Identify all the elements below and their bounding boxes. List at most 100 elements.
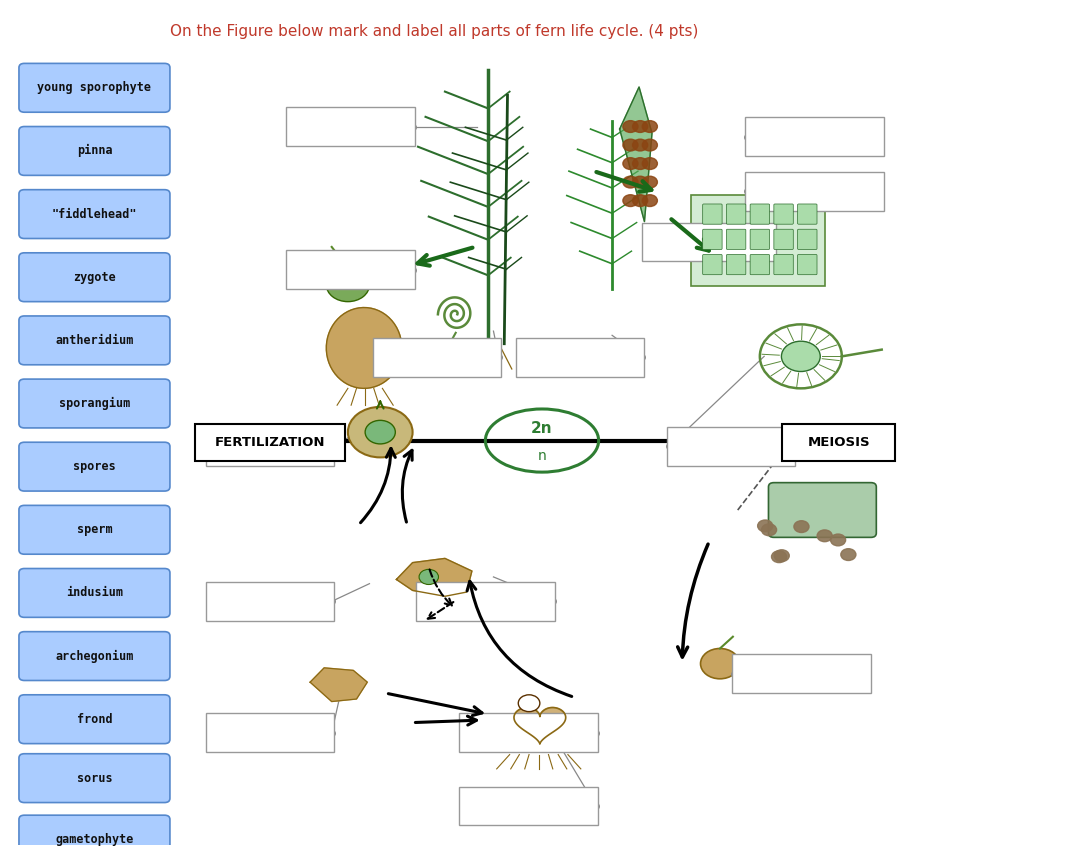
Circle shape <box>623 121 638 133</box>
Text: "fiddlehead": "fiddlehead" <box>52 207 138 221</box>
Text: gametophyte: gametophyte <box>55 833 133 846</box>
Circle shape <box>782 341 821 371</box>
FancyBboxPatch shape <box>195 423 345 461</box>
Circle shape <box>700 649 739 679</box>
FancyBboxPatch shape <box>18 815 170 850</box>
Text: sporangium: sporangium <box>59 397 130 410</box>
FancyBboxPatch shape <box>18 316 170 365</box>
FancyBboxPatch shape <box>798 254 817 275</box>
FancyBboxPatch shape <box>286 250 415 289</box>
Text: archegonium: archegonium <box>55 649 133 663</box>
FancyBboxPatch shape <box>745 172 883 211</box>
FancyBboxPatch shape <box>206 713 334 752</box>
FancyBboxPatch shape <box>459 786 598 825</box>
Circle shape <box>643 158 657 169</box>
Circle shape <box>643 195 657 207</box>
Circle shape <box>518 694 540 711</box>
FancyBboxPatch shape <box>18 379 170 428</box>
FancyBboxPatch shape <box>18 252 170 302</box>
FancyBboxPatch shape <box>18 632 170 681</box>
Circle shape <box>643 176 657 188</box>
Circle shape <box>772 551 787 563</box>
Polygon shape <box>397 558 472 597</box>
FancyBboxPatch shape <box>774 254 793 275</box>
Circle shape <box>348 407 413 457</box>
FancyBboxPatch shape <box>726 230 746 249</box>
FancyBboxPatch shape <box>750 254 770 275</box>
FancyBboxPatch shape <box>726 254 746 275</box>
FancyBboxPatch shape <box>516 337 645 377</box>
Polygon shape <box>514 707 566 744</box>
Circle shape <box>420 570 438 585</box>
FancyBboxPatch shape <box>416 582 555 620</box>
FancyBboxPatch shape <box>667 427 796 466</box>
Text: spores: spores <box>73 460 116 473</box>
Text: n: n <box>538 449 546 462</box>
Circle shape <box>830 534 846 546</box>
Circle shape <box>774 550 789 562</box>
FancyBboxPatch shape <box>702 204 722 224</box>
Polygon shape <box>620 87 651 222</box>
Circle shape <box>623 176 638 188</box>
Text: antheridium: antheridium <box>55 334 133 347</box>
Circle shape <box>326 268 370 302</box>
Circle shape <box>623 158 638 169</box>
FancyBboxPatch shape <box>769 483 876 537</box>
Polygon shape <box>326 308 402 388</box>
Circle shape <box>633 176 647 188</box>
Text: pinna: pinna <box>77 144 113 157</box>
FancyBboxPatch shape <box>750 230 770 249</box>
Polygon shape <box>310 668 367 701</box>
Circle shape <box>643 139 657 151</box>
Text: On the Figure below mark and label all parts of fern life cycle. (4 pts): On the Figure below mark and label all p… <box>170 24 698 39</box>
Text: sorus: sorus <box>77 772 113 785</box>
FancyBboxPatch shape <box>18 442 170 491</box>
FancyBboxPatch shape <box>18 506 170 554</box>
Circle shape <box>793 521 809 532</box>
FancyBboxPatch shape <box>732 654 870 693</box>
Circle shape <box>758 520 773 532</box>
Text: MEIOSIS: MEIOSIS <box>808 436 869 449</box>
FancyBboxPatch shape <box>702 254 722 275</box>
Text: sperm: sperm <box>77 524 113 536</box>
FancyBboxPatch shape <box>206 582 334 620</box>
FancyBboxPatch shape <box>750 204 770 224</box>
FancyBboxPatch shape <box>745 117 883 156</box>
FancyBboxPatch shape <box>774 204 793 224</box>
Circle shape <box>623 195 638 207</box>
FancyBboxPatch shape <box>691 195 825 286</box>
Text: indusium: indusium <box>66 586 122 599</box>
FancyBboxPatch shape <box>18 754 170 802</box>
Circle shape <box>841 549 856 560</box>
Circle shape <box>633 195 647 207</box>
Circle shape <box>623 139 638 151</box>
FancyBboxPatch shape <box>726 204 746 224</box>
FancyBboxPatch shape <box>18 127 170 175</box>
Text: 2n: 2n <box>531 422 553 436</box>
Circle shape <box>761 524 776 536</box>
Text: FERTILIZATION: FERTILIZATION <box>215 436 325 449</box>
FancyBboxPatch shape <box>798 230 817 249</box>
FancyBboxPatch shape <box>373 337 501 377</box>
Circle shape <box>633 139 647 151</box>
FancyBboxPatch shape <box>286 107 415 146</box>
FancyBboxPatch shape <box>702 230 722 249</box>
FancyBboxPatch shape <box>18 190 170 239</box>
Circle shape <box>817 530 833 541</box>
FancyBboxPatch shape <box>798 204 817 224</box>
Circle shape <box>633 158 647 169</box>
Text: young sporophyte: young sporophyte <box>38 82 152 94</box>
Text: zygote: zygote <box>73 271 116 284</box>
Circle shape <box>633 121 647 133</box>
FancyBboxPatch shape <box>783 423 894 461</box>
FancyBboxPatch shape <box>643 223 776 261</box>
Text: frond: frond <box>77 712 113 726</box>
FancyBboxPatch shape <box>774 230 793 249</box>
FancyBboxPatch shape <box>459 713 598 752</box>
FancyBboxPatch shape <box>206 427 334 466</box>
FancyBboxPatch shape <box>18 694 170 744</box>
FancyBboxPatch shape <box>18 64 170 112</box>
Circle shape <box>643 121 657 133</box>
FancyBboxPatch shape <box>18 569 170 617</box>
Circle shape <box>365 421 396 444</box>
